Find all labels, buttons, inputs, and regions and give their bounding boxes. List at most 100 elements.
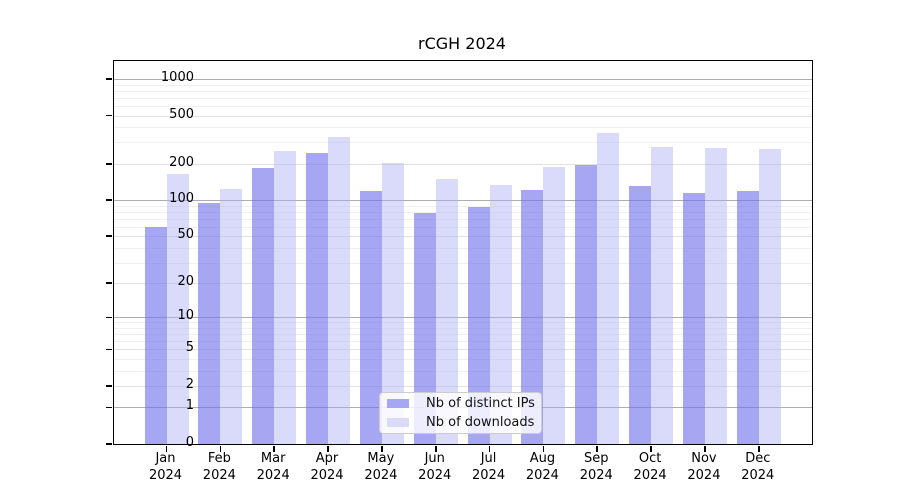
plot-area	[106, 60, 813, 452]
x-tick-mark	[219, 446, 222, 452]
x-tick-label-oct: Oct 2024	[633, 451, 667, 483]
y-tick-mark	[106, 385, 112, 387]
x-tick-mark	[327, 446, 329, 452]
gridline-minor	[114, 218, 812, 220]
bar-jun-distinct-ips	[413, 213, 436, 444]
gridline	[114, 200, 812, 202]
y-tick-mark	[106, 114, 112, 117]
bar-sep-distinct-ips	[575, 165, 598, 444]
bar-feb-downloads	[220, 189, 243, 444]
bar-aug-downloads	[543, 166, 566, 444]
x-tick-mark	[381, 446, 383, 452]
x-tick-label-jul: Jul 2024	[472, 451, 506, 483]
x-tick-label-feb: Feb 2024	[202, 451, 236, 483]
x-tick-label-aug: Aug 2024	[525, 451, 559, 483]
gridline-minor	[114, 327, 812, 329]
bar-mar-distinct-ips	[252, 167, 275, 444]
gridline-minor	[114, 358, 812, 360]
gridline	[114, 385, 812, 387]
bar-nov-downloads	[704, 147, 727, 444]
gridline-minor	[114, 127, 812, 129]
gridline	[114, 236, 812, 238]
gridline	[114, 79, 812, 80]
gridline-minor	[114, 105, 812, 107]
legend-item-downloads: Nb of downloads	[380, 415, 541, 430]
y-tick-mark	[106, 406, 112, 409]
gridline-minor	[114, 341, 812, 343]
bar-oct-downloads	[651, 146, 674, 444]
y-tick-mark	[106, 348, 112, 351]
gridline-minor	[114, 370, 812, 372]
x-tick-label-may: May 2024	[364, 451, 398, 483]
y-tick-label: 50	[177, 227, 194, 243]
bar-jan-downloads	[166, 173, 189, 444]
y-tick-label: 1	[185, 398, 194, 414]
bar-sep-downloads	[597, 133, 620, 444]
bar-apr-downloads	[328, 136, 351, 444]
x-tick-label-mar: Mar 2024	[256, 451, 290, 483]
bar-aug-distinct-ips	[521, 190, 544, 444]
bar-jan-distinct-ips	[144, 226, 167, 444]
bar-jul-downloads	[489, 185, 512, 444]
y-tick-mark	[106, 282, 112, 284]
gridline-minor	[114, 262, 812, 264]
x-tick-mark	[434, 446, 437, 452]
bar-may-distinct-ips	[359, 191, 382, 444]
x-tick-mark	[650, 446, 652, 452]
y-tick-label: 5	[185, 340, 194, 356]
gridline-minor	[114, 90, 812, 92]
gridline-minor	[114, 97, 812, 99]
chart-title: rCGH 2024	[418, 34, 506, 53]
x-tick-mark	[542, 446, 545, 452]
bar-nov-distinct-ips	[682, 193, 705, 444]
x-tick-mark	[596, 446, 599, 452]
gridline-minor	[114, 142, 812, 144]
y-tick-label: 1000	[160, 70, 194, 85]
legend-label-distinct-ips: Nb of distinct IPs	[426, 396, 535, 411]
y-tick-label: 200	[169, 154, 194, 170]
x-tick-label-sep: Sep 2024	[579, 451, 613, 483]
gridline	[114, 317, 812, 319]
gridline-minor	[114, 334, 812, 336]
x-tick-mark	[704, 446, 706, 452]
legend: Nb of distinct IPs Nb of downloads	[379, 392, 542, 434]
gridline-minor	[114, 84, 812, 86]
gridline-minor	[114, 247, 812, 249]
x-tick-mark	[273, 446, 275, 452]
gridline-minor	[114, 322, 812, 324]
x-tick-mark	[757, 446, 760, 452]
y-tick-mark	[106, 163, 112, 165]
legend-item-distinct-ips: Nb of distinct IPs	[380, 396, 541, 411]
bar-dec-downloads	[758, 148, 781, 444]
x-tick-label-apr: Apr 2024	[310, 451, 344, 483]
bar-dec-distinct-ips	[736, 191, 759, 444]
gridline	[114, 349, 812, 351]
gridline-minor	[114, 226, 812, 228]
y-tick-label: 10	[177, 308, 194, 324]
x-tick-label-jan: Jan 2024	[148, 451, 183, 483]
bar-mar-downloads	[274, 150, 297, 444]
x-tick-mark	[488, 446, 491, 452]
y-tick-mark	[106, 235, 112, 238]
bar-feb-distinct-ips	[198, 203, 221, 444]
legend-label-downloads: Nb of downloads	[426, 415, 535, 430]
legend-swatch-distinct-ips	[387, 399, 409, 408]
gridline	[114, 283, 812, 285]
gridline-minor	[114, 211, 812, 213]
x-tick-mark	[165, 446, 168, 452]
gridline	[114, 163, 812, 165]
x-tick-label-jun: Jun 2024	[418, 451, 452, 483]
y-tick-mark	[106, 316, 112, 319]
y-tick-label: 20	[177, 274, 194, 290]
y-tick-label: 500	[169, 106, 194, 122]
gridline	[114, 115, 812, 117]
bar-jul-distinct-ips	[467, 206, 490, 444]
bar-jun-downloads	[435, 179, 458, 444]
x-tick-label-nov: Nov 2024	[687, 451, 721, 483]
y-tick-label: 100	[169, 191, 194, 207]
y-tick-label: 2	[185, 376, 194, 392]
y-tick-mark	[106, 443, 112, 445]
gridline-minor	[114, 205, 812, 207]
bar-apr-distinct-ips	[306, 152, 329, 444]
